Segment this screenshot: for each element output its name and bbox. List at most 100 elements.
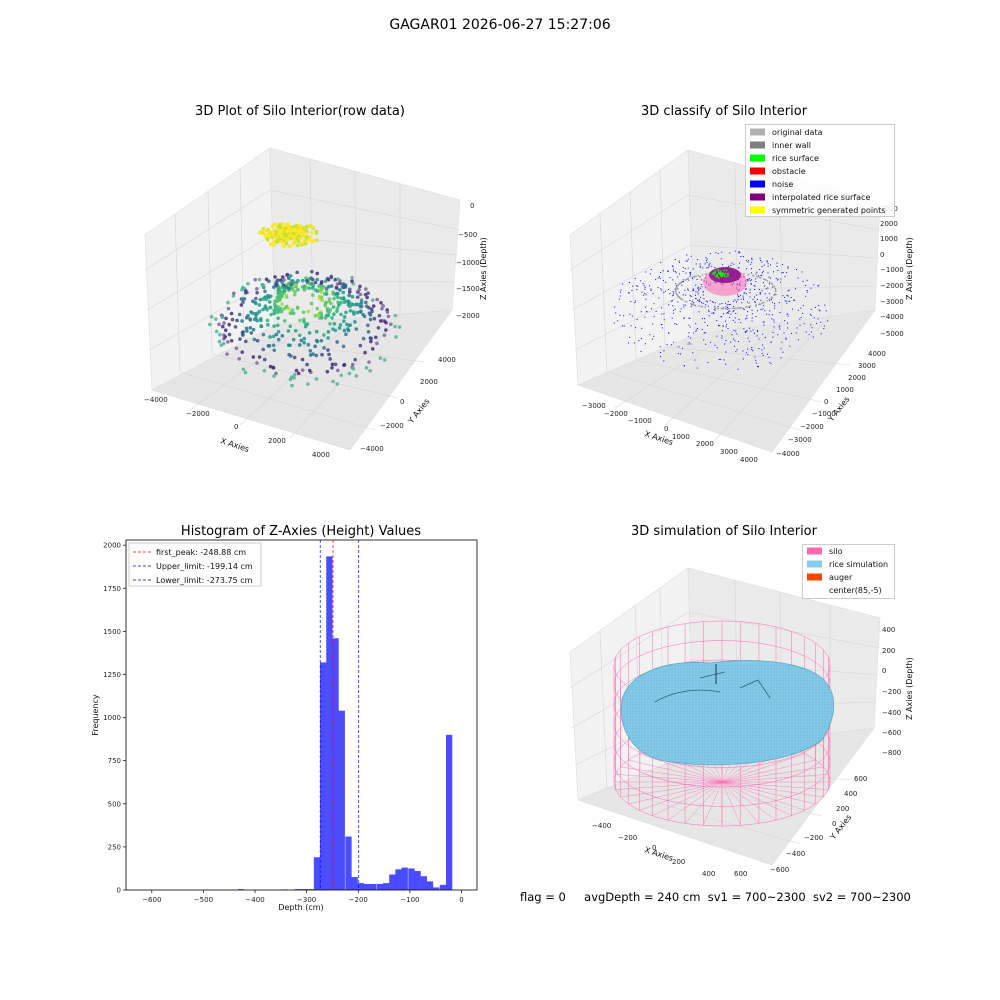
histogram-bar — [395, 869, 402, 890]
classify-z-tick: −4000 — [880, 313, 904, 321]
classify-x-tick: 0 — [664, 425, 668, 433]
histogram-bar — [420, 876, 427, 890]
raw-y-ticks: −4000 −2000 0 2000 4000 — [360, 356, 456, 453]
classify-z-tick: 2000 — [880, 220, 898, 228]
raw-3d-plot: −4000 −2000 0 2000 4000 X Axies −4000 −2… — [144, 147, 488, 459]
legend-swatch — [750, 141, 765, 149]
histogram-bar — [426, 881, 434, 890]
histogram-bar — [370, 883, 377, 890]
sv2-readout: sv2 = 700~2300 — [812, 890, 911, 904]
histogram-bar — [439, 884, 447, 890]
raw-x-tick: −4000 — [144, 396, 168, 404]
simulation-y-tick: −600 — [770, 866, 789, 874]
classify-scatter-points — [613, 250, 829, 370]
classify-y-tick: −1000 — [812, 410, 836, 418]
simulation-y-ticks: −600 −400 −200 0 200 400 600 — [770, 775, 867, 874]
sv1-readout: sv1 = 700~2300 — [707, 890, 806, 904]
simulation-x-tick: 0 — [652, 844, 656, 852]
legend-label: rice surface — [772, 154, 819, 163]
legend-label: rice simulation — [829, 560, 888, 569]
histogram-bar — [326, 556, 333, 890]
simulation-z-ticks: 400 200 0 −200 −400 −600 −800 — [882, 626, 901, 757]
raw-z-tick: −2000 — [456, 312, 480, 320]
legend-swatch — [807, 547, 822, 555]
classify-y-tick: 3000 — [858, 362, 876, 370]
histogram-bars — [237, 556, 453, 890]
legend-label: Lower_limit: -273.75 cm — [156, 576, 253, 585]
simulation-z-tick: −600 — [882, 729, 901, 737]
histogram-bar — [332, 638, 339, 890]
y-tick-label: 250 — [108, 843, 121, 851]
histogram-bar — [294, 889, 302, 890]
simulation-x-axis-label: X Axies — [643, 845, 674, 863]
x-tick-label: 0 — [459, 896, 463, 904]
raw-y-axis-label: Y Axies — [406, 397, 432, 426]
y-tick-label: 750 — [108, 757, 121, 765]
classify-z-ticks: 3000 2000 1000 0 −1000 −2000 −3000 −4000… — [880, 205, 904, 338]
simulation-x-ticks: −400 −200 0 200 400 600 — [592, 822, 747, 878]
histogram-ticks: −600 −500 −400 −300 −200 −100 0 0 250 500 750 1000 1… — [103, 542, 464, 904]
legend-swatch — [750, 180, 765, 188]
figure-suptitle: GAGAR01 2026-06-27 15:27:06 — [389, 17, 611, 33]
histogram-bar — [363, 883, 371, 890]
histogram-plot-frame — [125, 539, 478, 891]
histogram-bar — [351, 877, 358, 890]
simulation-z-tick: −800 — [882, 749, 901, 757]
histogram-bar — [313, 857, 321, 890]
raw-y-tick: −2000 — [380, 422, 404, 430]
simulation-z-tick: 200 — [882, 647, 895, 655]
simulation-x-tick: −200 — [618, 834, 637, 842]
classify-y-ticks: −4000 −3000 −2000 −1000 0 1000 2000 3000… — [776, 350, 886, 458]
simulation-z-tick: 400 — [882, 626, 895, 634]
histogram-x-axis-label: Depth (cm) — [278, 903, 323, 912]
raw-3d-panes — [144, 147, 461, 451]
simulation-y-tick: −200 — [804, 834, 823, 842]
classify-3d-plot: −3000 −2000 −1000 0 1000 2000 3000 4000 … — [569, 149, 914, 464]
histogram-bar — [401, 867, 408, 890]
histogram-bar — [383, 883, 390, 890]
histogram-bar — [307, 889, 314, 890]
raw-y-tick: 2000 — [420, 378, 438, 386]
simulation-x-tick: 400 — [702, 870, 715, 878]
raw-z-tick: −1500 — [456, 285, 480, 293]
x-tick-label: −300 — [297, 896, 316, 904]
x-tick-label: −200 — [349, 896, 368, 904]
histogram-bar — [345, 836, 352, 890]
histogram-bar — [320, 662, 327, 890]
histogram-legend: first_peak: -248.88 cm Upper_limit: -199.… — [128, 542, 262, 587]
flag-readout: flag = 0 — [520, 890, 566, 904]
histogram-bar — [389, 874, 396, 890]
legend-swatch — [750, 167, 765, 175]
raw-x-tick: −2000 — [186, 410, 210, 418]
classify-x-tick: 2000 — [696, 440, 714, 448]
classify-z-tick: −1000 — [880, 266, 904, 274]
raw-x-tick: 0 — [234, 423, 238, 431]
histogram-y-axis-label: Frequency — [91, 694, 100, 736]
raw-z-ticks: 0 −500 −1000 −1500 −2000 — [456, 202, 480, 320]
y-tick-label: 500 — [108, 800, 121, 808]
classify-y-tick: −4000 — [776, 450, 800, 458]
histogram-chart: −600 −500 −400 −300 −200 −100 0 0 250 500 750 1000 1… — [91, 539, 478, 912]
classify-x-tick: 3000 — [720, 448, 738, 456]
raw-z-axis-label: Z Axies (Depth) — [479, 237, 488, 300]
raw-x-tick: 2000 — [268, 437, 286, 445]
simulation-y-tick: 600 — [854, 775, 867, 783]
avg-depth-readout: avgDepth = 240 cm — [584, 890, 701, 904]
histogram-bar — [338, 710, 345, 890]
raw-z-tick: −1000 — [456, 259, 480, 267]
status-footer: flag = 0 avgDepth = 240 cm sv1 = 700~230… — [520, 890, 911, 904]
simulation-z-axis-label: Z Axies (Depth) — [905, 657, 914, 720]
simulation-legend: silo rice simulation auger center(85,-5) — [802, 544, 895, 599]
legend-label: center(85,-5) — [829, 586, 882, 595]
histogram-bar — [376, 883, 384, 890]
y-tick-label: 1750 — [103, 585, 121, 593]
simulation-z-tick: −400 — [882, 709, 901, 717]
classify-x-tick: 1000 — [672, 433, 690, 441]
raw-y-tick: 0 — [400, 398, 404, 406]
legend-label: noise — [772, 180, 793, 189]
raw-z-tick: 0 — [470, 202, 474, 210]
classify-z-tick: −3000 — [880, 298, 904, 306]
legend-label: first_peak: -248.88 cm — [156, 548, 246, 557]
y-tick-label: 1250 — [103, 671, 121, 679]
raw-y-tick: 4000 — [438, 356, 456, 364]
